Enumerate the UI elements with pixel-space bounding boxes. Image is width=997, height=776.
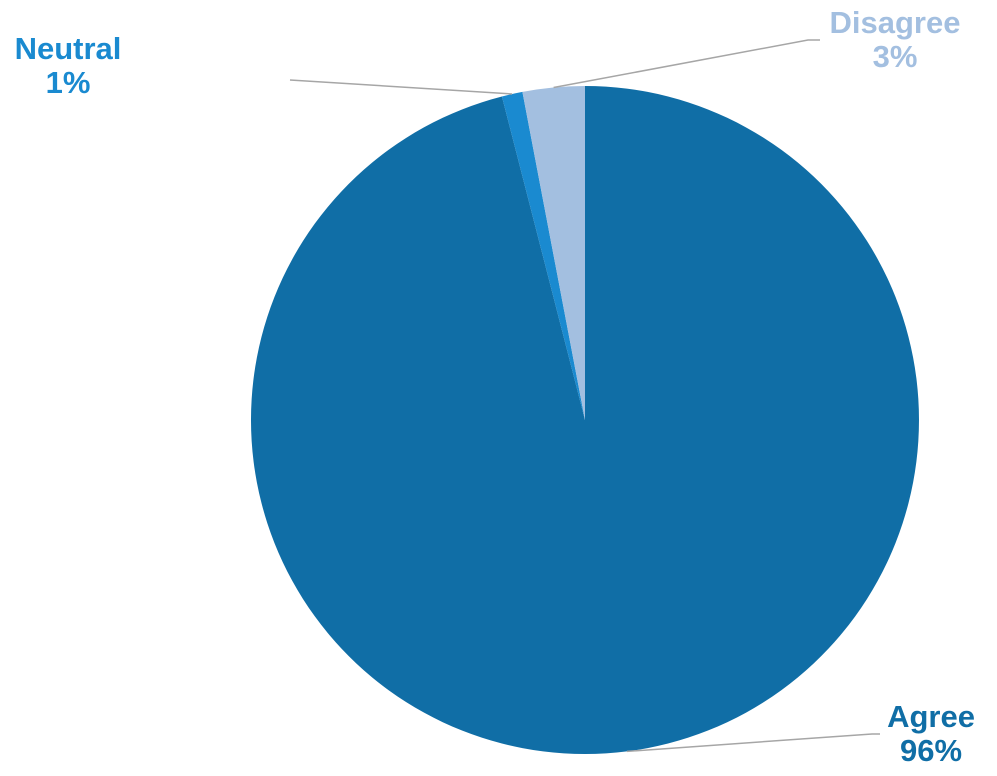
leader-line-disagree — [553, 39, 820, 89]
data-label-agree-name: Agree — [887, 699, 975, 734]
data-label-neutral-value: 1% — [45, 65, 91, 100]
data-label-agree: Agree 96% — [870, 700, 992, 768]
data-label-disagree-name: Disagree — [829, 5, 961, 40]
leader-line-agree — [626, 733, 880, 753]
data-label-neutral: Neutral 1% — [0, 32, 136, 100]
data-label-disagree: Disagree 3% — [810, 6, 980, 74]
pie-slice-agree — [250, 86, 919, 754]
leader-lines — [289, 39, 880, 753]
pie-slice-neutral — [501, 91, 585, 421]
data-label-agree-value: 96% — [899, 733, 963, 768]
pie-slices — [250, 86, 919, 754]
leader-line-neutral — [289, 79, 513, 95]
data-label-neutral-name: Neutral — [14, 31, 122, 66]
data-label-disagree-value: 3% — [872, 39, 918, 74]
pie-slice-disagree — [522, 86, 585, 420]
